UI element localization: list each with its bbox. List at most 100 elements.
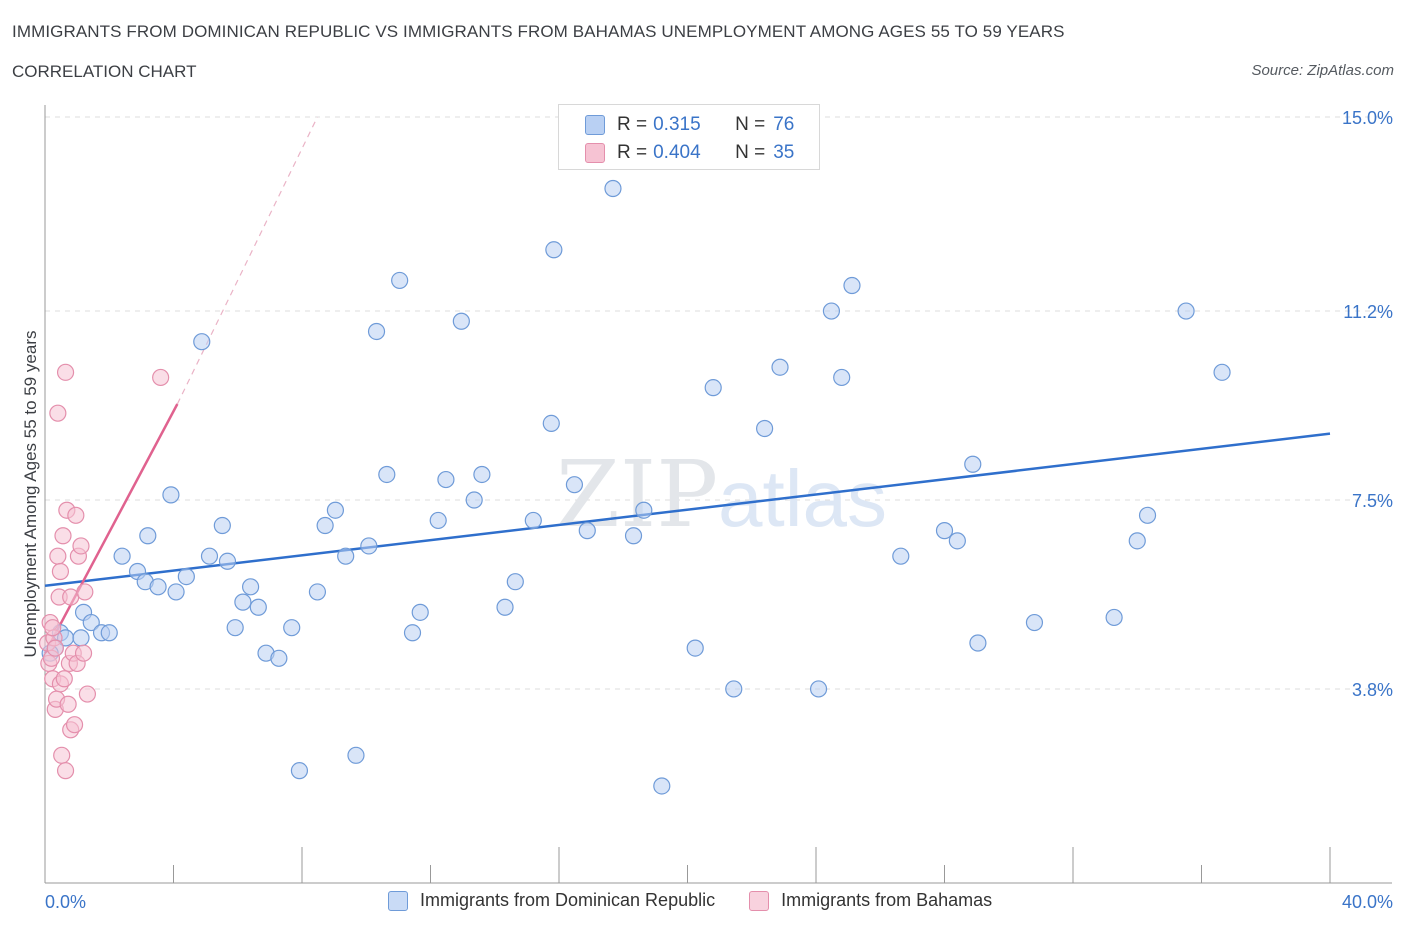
- legend-swatch-pink: [585, 143, 605, 163]
- point-dominican-69: [1025, 613, 1044, 632]
- point-dominican-14: [167, 583, 185, 601]
- point-bahamas-17: [56, 363, 75, 381]
- point-dominican-45: [506, 573, 524, 591]
- point-dominican-36: [391, 271, 409, 290]
- point-dominican-3: [72, 629, 90, 647]
- series-legend: Immigrants from Dominican Republic Immig…: [388, 890, 1026, 911]
- point-dominican-35: [378, 465, 396, 484]
- point-bahamas-18: [56, 762, 75, 780]
- trend-line-dominican: [44, 432, 1331, 588]
- point-bahamas-20: [59, 695, 77, 713]
- point-dominican-54: [653, 777, 671, 795]
- point-dominican-37: [403, 624, 422, 642]
- series-name-dominican: Immigrants from Dominican Republic: [420, 890, 716, 910]
- trend-line-bahamas: [43, 403, 179, 654]
- point-dominican-44: [496, 598, 514, 616]
- point-dominican-30: [326, 501, 345, 519]
- point-dominican-19: [218, 552, 237, 570]
- point-dominican-56: [704, 379, 722, 397]
- legend-swatch-blue: [585, 115, 605, 135]
- legend-r-value-pink: 0.404: [653, 142, 701, 163]
- point-bahamas-30: [74, 644, 93, 662]
- legend-n-value-blue: 76: [773, 114, 795, 135]
- series-legend-dominican: Immigrants from Dominican Republic: [388, 890, 715, 911]
- point-bahamas-26: [67, 506, 85, 524]
- y-tick-label-1: 7.5%: [1352, 491, 1393, 511]
- point-dominican-20: [226, 619, 244, 637]
- point-dominican-41: [452, 312, 470, 330]
- series-swatch-pink: [749, 890, 770, 911]
- source-label: Source: ZipAtlas.com: [1251, 62, 1394, 79]
- point-dominican-42: [465, 491, 483, 509]
- data-points: [38, 179, 1231, 795]
- point-dominican-39: [429, 511, 447, 530]
- point-dominican-66: [948, 532, 966, 550]
- point-bahamas-10: [49, 404, 67, 422]
- point-dominican-23: [249, 598, 267, 616]
- point-dominican-50: [578, 522, 596, 540]
- point-dominican-52: [624, 527, 643, 545]
- x-tick-label-1: 40.0%: [1342, 892, 1393, 912]
- point-dominican-60: [809, 680, 828, 698]
- point-dominican-15: [177, 567, 195, 586]
- point-bahamas-14: [53, 746, 71, 764]
- legend-row-dominican: R = 0.315 N = 76: [585, 113, 794, 137]
- point-dominican-28: [308, 583, 327, 601]
- point-bahamas-31: [76, 583, 94, 601]
- point-dominican-13: [162, 486, 180, 504]
- point-dominican-17: [200, 547, 219, 565]
- legend-r-label: R =: [617, 142, 648, 163]
- watermark-atlas: atlas: [718, 454, 887, 543]
- point-dominican-47: [542, 414, 560, 432]
- point-dominican-34: [367, 322, 386, 341]
- point-dominican-67: [964, 455, 982, 473]
- series-name-bahamas: Immigrants from Bahamas: [781, 890, 993, 910]
- point-dominican-22: [242, 578, 260, 596]
- point-dominican-43: [473, 465, 491, 484]
- point-bahamas-33: [152, 368, 170, 387]
- point-dominican-11: [139, 527, 157, 545]
- y-tick-label-0: 3.8%: [1352, 680, 1393, 700]
- tick-labels: 3.8% 7.5% 11.2% 15.0% 0.0% 40.0%: [45, 108, 1393, 912]
- x-tick-label-0: 0.0%: [45, 892, 86, 912]
- chart-title: IMMIGRANTS FROM DOMINICAN REPUBLIC VS IM…: [12, 22, 1065, 41]
- point-dominican-46: [524, 511, 542, 530]
- axes: [44, 105, 1392, 884]
- point-dominican-7: [100, 624, 118, 642]
- legend-row-bahamas: R = 0.404 N = 35: [585, 141, 794, 165]
- point-dominican-55: [686, 639, 704, 657]
- point-dominican-18: [213, 516, 231, 535]
- point-bahamas-34: [44, 619, 62, 637]
- trend-line-bahamas-extension: [176, 116, 318, 405]
- trend-lines: [43, 116, 1331, 654]
- chart-subtitle: CORRELATION CHART: [12, 62, 197, 81]
- point-dominican-74: [1213, 363, 1231, 381]
- y-tick-label-3: 15.0%: [1342, 108, 1393, 128]
- point-bahamas-15: [54, 527, 72, 545]
- series-swatch-blue: [388, 890, 408, 911]
- point-bahamas-25: [65, 716, 84, 734]
- point-dominican-5: [82, 613, 100, 632]
- point-bahamas-9: [49, 547, 67, 565]
- point-dominican-48: [545, 241, 563, 259]
- point-dominican-12: [149, 578, 167, 596]
- point-dominican-65: [935, 522, 954, 540]
- point-dominican-32: [347, 746, 365, 764]
- point-dominican-62: [833, 368, 851, 387]
- point-dominican-68: [969, 634, 987, 652]
- point-dominican-29: [316, 516, 334, 535]
- legend-n-label: N =: [735, 114, 766, 135]
- point-dominican-57: [725, 680, 743, 698]
- legend-n-value-pink: 35: [773, 142, 795, 163]
- point-bahamas-13: [51, 562, 70, 581]
- point-dominican-38: [411, 603, 429, 621]
- point-bahamas-16: [55, 670, 73, 688]
- legend-n-label: N =: [735, 142, 766, 163]
- legend-r-value-blue: 0.315: [653, 114, 701, 135]
- point-dominican-8: [113, 547, 131, 565]
- point-dominican-27: [290, 762, 309, 780]
- point-dominican-40: [437, 470, 455, 489]
- point-dominican-25: [270, 649, 288, 667]
- point-bahamas-7: [46, 639, 64, 657]
- point-dominican-73: [1177, 302, 1195, 320]
